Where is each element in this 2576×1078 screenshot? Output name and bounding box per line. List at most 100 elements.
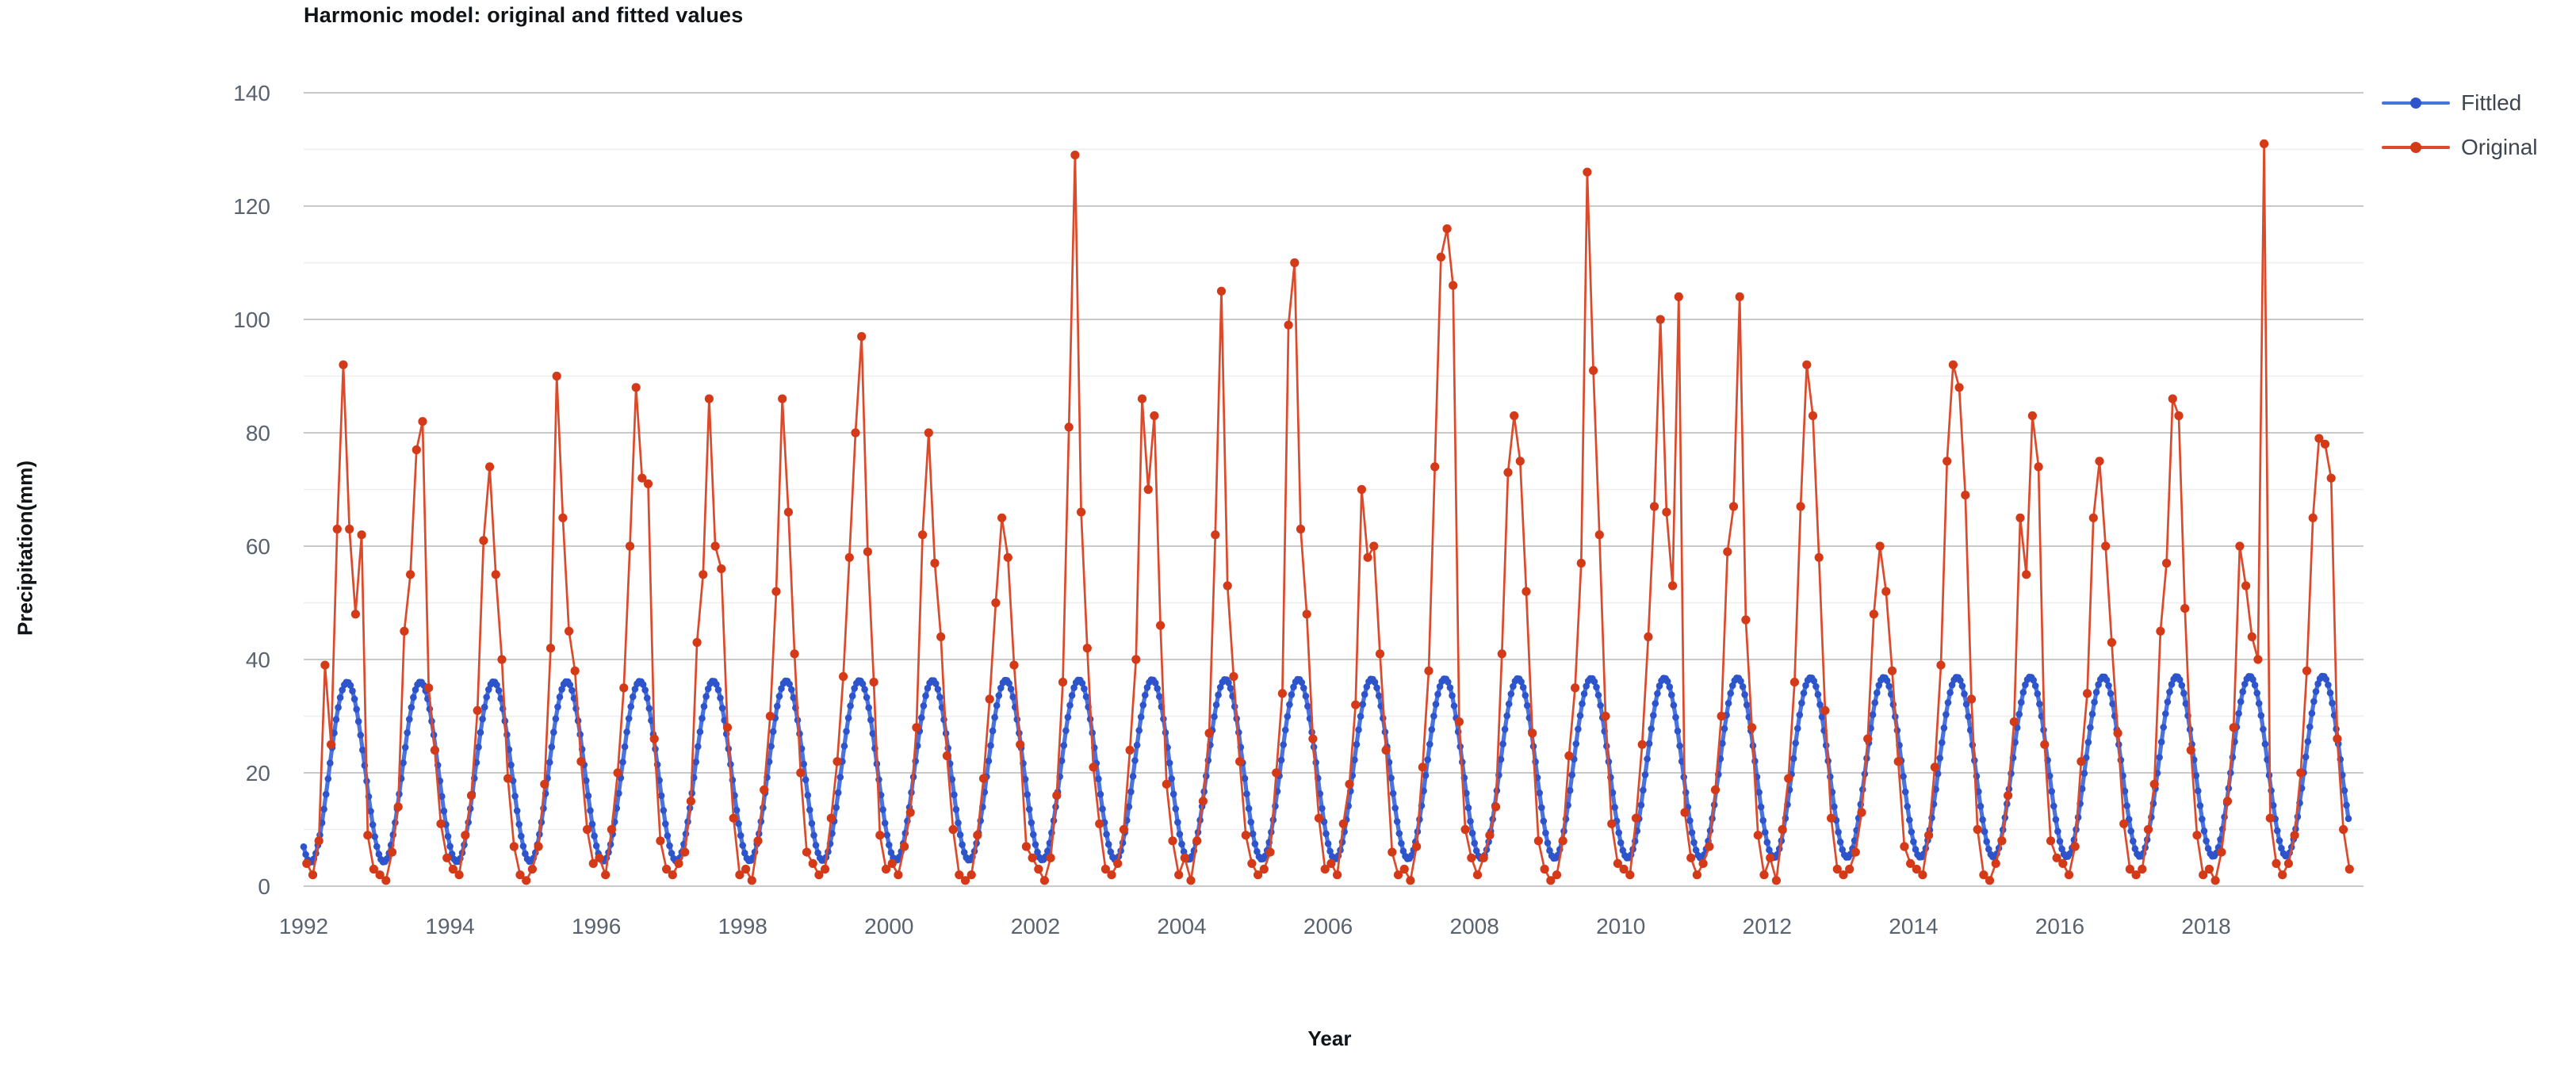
fitted-series-point [1617, 839, 1625, 847]
original-series-point [522, 876, 531, 885]
fitted-series-point [1127, 788, 1135, 796]
original-series-point [771, 587, 781, 596]
original-series-point [339, 360, 348, 369]
original-series-point [1150, 411, 1159, 421]
fitted-series-point [666, 842, 673, 850]
fitted-series-point [875, 776, 882, 783]
fitted-series-point [1568, 771, 1575, 778]
original-series-point [1009, 660, 1019, 670]
original-series-point [1954, 383, 1964, 392]
fitted-series-point [1254, 848, 1261, 855]
fitted-series-point [997, 684, 1005, 692]
original-series-point [327, 740, 336, 749]
original-series-point [887, 858, 897, 868]
original-series-point [966, 870, 976, 880]
legend-item-fitted[interactable]: Fittled [2382, 90, 2537, 116]
original-series-point [576, 757, 586, 766]
fitted-series-point [1399, 847, 1407, 854]
fitted-series-point [371, 833, 379, 840]
original-series-point [1613, 858, 1622, 868]
original-series-point [1064, 422, 1074, 432]
fitted-series-point [1835, 828, 1842, 836]
fitted-series-point [1619, 847, 1627, 854]
fitted-series-point [1298, 679, 1306, 686]
fitted-series-point [1641, 771, 1649, 778]
original-series-point [1717, 711, 1726, 721]
fitted-series-point [735, 820, 742, 828]
fitted-series-point [1663, 678, 1671, 685]
original-series-point [674, 858, 683, 868]
original-series-point [1601, 711, 1610, 721]
original-series-point [2076, 757, 2086, 766]
fitted-series-point [861, 686, 868, 693]
original-series-point [1021, 842, 1031, 851]
fitted-series-point [373, 843, 381, 851]
original-series-point [2022, 570, 2031, 579]
fitted-series-point [1802, 682, 1809, 689]
fitted-series-point [2203, 837, 2210, 845]
fitted-series-point [1575, 725, 1582, 733]
original-series-point [314, 836, 323, 846]
y-tick-label-100: 100 [233, 308, 270, 332]
fitted-series-point [336, 694, 344, 701]
fitted-series-point [1151, 679, 1159, 686]
fitted-series-point [1103, 831, 1110, 838]
fitted-series-point [1885, 682, 1893, 690]
original-series-swatch-icon [2382, 142, 2450, 153]
original-series-point [1338, 819, 1348, 828]
x-tick-label-2012: 2012 [1743, 914, 1792, 938]
fitted-series-point [630, 693, 637, 701]
fitted-series-point [1097, 790, 1104, 798]
fitted-series-point [2192, 772, 2200, 779]
fitted-series-point [1322, 830, 1330, 838]
fitted-series-point [1674, 728, 1682, 735]
original-series-point [857, 331, 867, 342]
fitted-series-point [1099, 805, 1106, 812]
original-series-point [1333, 870, 1342, 880]
original-series-point [1827, 813, 1836, 823]
fitted-series-point [1518, 678, 1525, 686]
fitted-series-point [1434, 690, 1441, 698]
fitted-series-point [2162, 710, 2169, 717]
fitted-series-point [2180, 690, 2187, 697]
fitted-series-point [2306, 723, 2314, 731]
fitted-series-point [1670, 701, 1678, 709]
fitted-series-point [1983, 838, 1990, 845]
fitted-series-point [1062, 727, 1070, 735]
fitted-series-point [1690, 839, 1698, 847]
x-tick-label-1994: 1994 [425, 914, 474, 938]
fitted-series-point [1794, 724, 1801, 732]
fitted-series-point [2257, 712, 2265, 719]
legend-item-original[interactable]: Original [2382, 135, 2537, 160]
original-series-point [454, 870, 464, 880]
fitted-series-point [2034, 690, 2042, 698]
fitted-series-point [641, 686, 649, 694]
fitted-series-point [2127, 828, 2134, 835]
fitted-series-point [2200, 828, 2208, 835]
fitted-series-point [1249, 830, 1257, 838]
fitted-series-point [713, 681, 720, 688]
fitted-series-point [692, 759, 700, 766]
original-series-point [442, 853, 452, 862]
fitted-series-point [1874, 689, 1881, 697]
fitted-series-point [322, 790, 330, 798]
original-series-point [1936, 660, 1946, 670]
original-series-point [2302, 666, 2312, 675]
original-series-point [2272, 858, 2281, 868]
fitted-series-point [1463, 789, 1470, 797]
fitted-series-point [1243, 790, 1250, 797]
fitted-series-point [1944, 699, 1952, 706]
original-series-point [2138, 864, 2147, 874]
fitted-series-point [1211, 713, 1218, 721]
fitted-series-point [1373, 684, 1380, 691]
fitted-series-point [408, 704, 415, 711]
original-series-point [778, 394, 787, 403]
original-series-point [534, 842, 543, 851]
fitted-series-point [1611, 804, 1618, 811]
original-series-point [1491, 802, 1501, 812]
fitted-series-point [1388, 774, 1395, 782]
fitted-series-point [2168, 681, 2176, 688]
original-series-point [722, 723, 733, 732]
original-series-point [1223, 581, 1232, 591]
